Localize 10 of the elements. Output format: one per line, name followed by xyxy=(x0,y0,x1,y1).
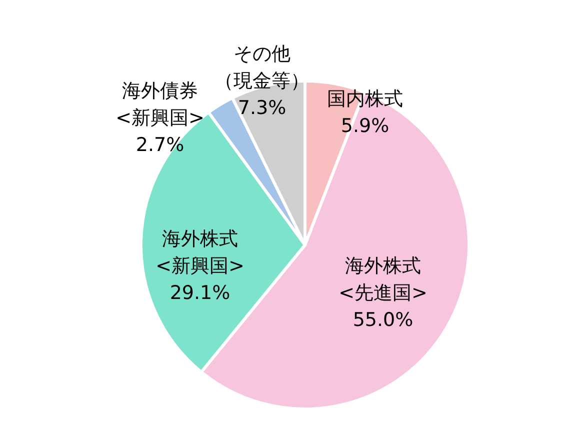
slice-label: 海外債券<新興国> xyxy=(116,80,204,129)
slice-label: 海外株式<新興国> xyxy=(156,228,244,277)
slice-label: 国内株式 xyxy=(327,88,403,110)
data-label: 55.0% xyxy=(352,309,414,331)
data-label: 7.3% xyxy=(238,97,286,119)
slice-label: 海外株式<先進国> xyxy=(338,255,428,304)
data-label: 5.9% xyxy=(340,115,390,137)
slice-label: その他（現金等） xyxy=(214,43,310,92)
data-label: 2.7% xyxy=(136,134,184,156)
data-label: 29.1% xyxy=(170,282,230,304)
